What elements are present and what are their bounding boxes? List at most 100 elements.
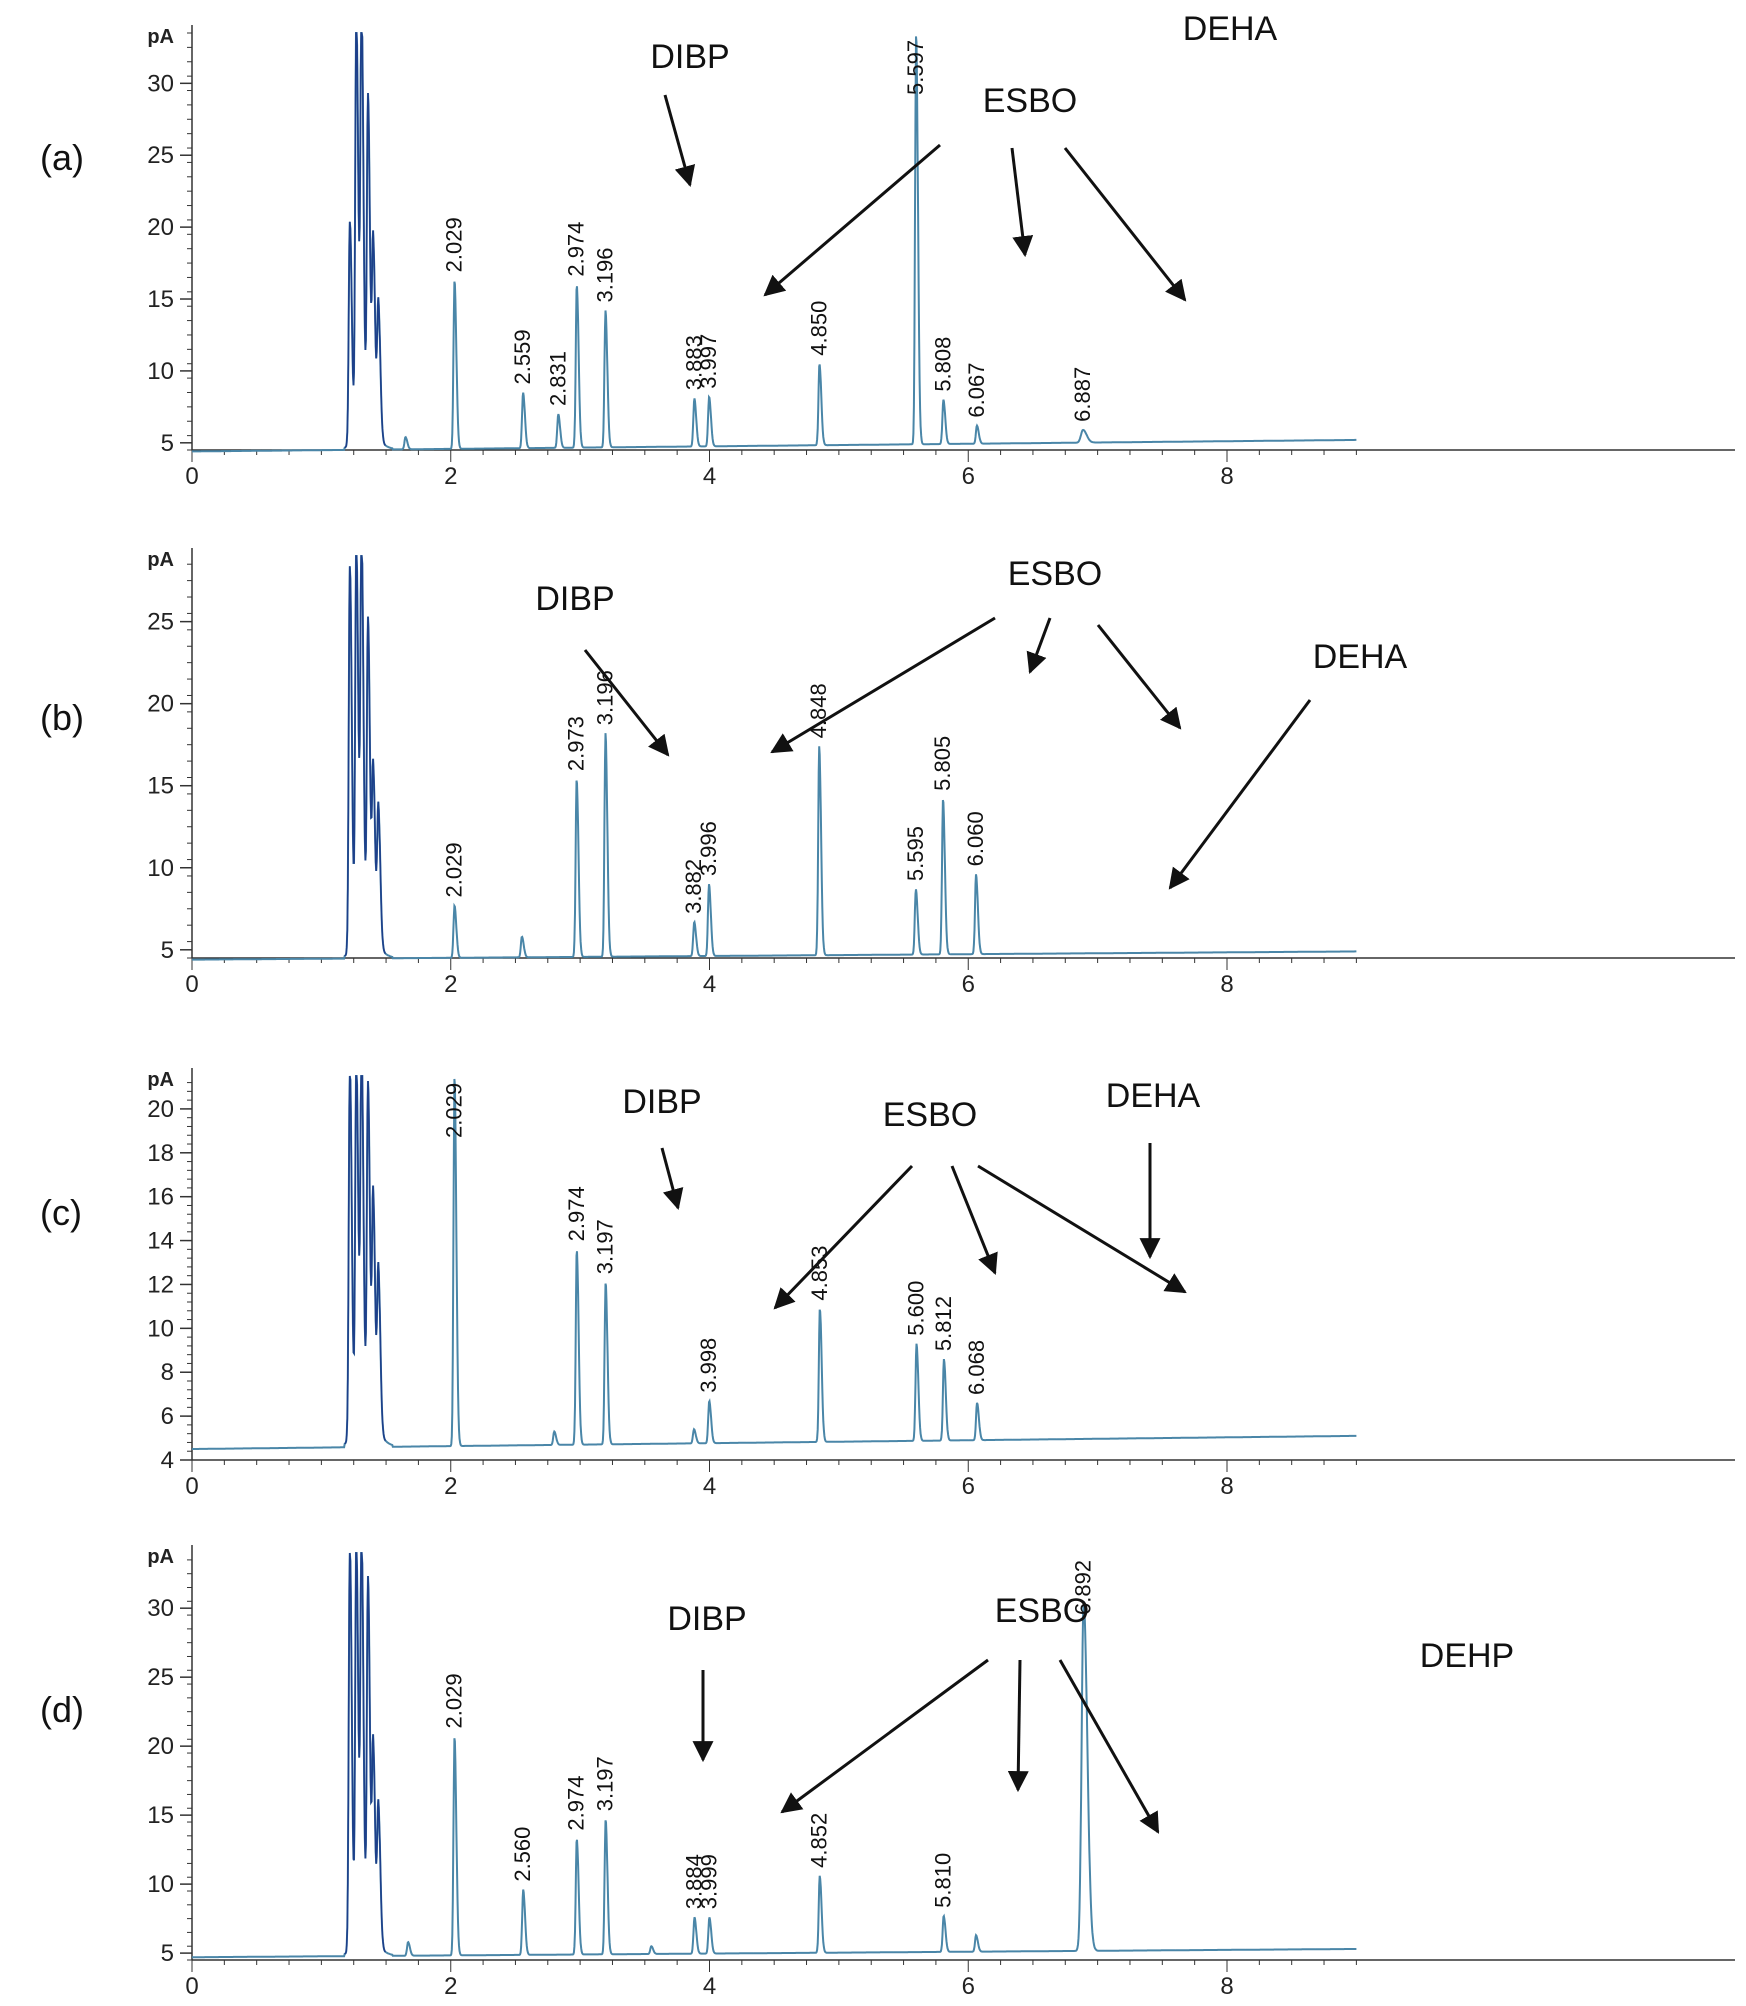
chromatogram-trace [192, 1075, 1357, 1450]
peak-rt-label: 6.068 [964, 1340, 989, 1395]
compound-label-esbo: ESBO [883, 1096, 977, 1134]
compound-label-dibp: DIBP [535, 580, 614, 618]
compound-label-esbo: ESBO [983, 82, 1077, 120]
chromatogram-trace [192, 32, 1357, 453]
peak-rt-label: 3.999 [696, 1854, 721, 1909]
annotation-arrow [1007, 1659, 1029, 1793]
y-tick-label: 30 [147, 70, 174, 97]
compound-label-esbo: ESBO [1008, 555, 1102, 593]
y-tick-label: 12 [147, 1271, 174, 1298]
compound-label-dibp: DIBP [650, 38, 729, 76]
panel-label: (d) [40, 1689, 84, 1730]
chromatogram-trace [192, 555, 1357, 961]
peak-rt-label: 2.029 [442, 1673, 467, 1728]
peak-rt-label: 2.560 [510, 1827, 535, 1882]
y-tick-label: 10 [147, 1871, 174, 1898]
y-axis-label: pA [147, 1546, 174, 1568]
y-tick-label: 16 [147, 1184, 174, 1211]
annotation-arrow [770, 616, 996, 754]
y-tick-label: 6 [161, 1403, 174, 1430]
peak-rt-label: 6.887 [1070, 367, 1095, 422]
y-tick-label: 15 [147, 1802, 174, 1829]
y-tick-label: 10 [147, 855, 174, 882]
panel-label: (c) [40, 1192, 82, 1233]
panel-d: (d) 5 10 15 20 25 30 pA 0 2 4 6 8 2.029 2.560 2.974 3.19… [40, 1545, 1735, 2000]
peak-rt-label: 3.882 [681, 859, 706, 914]
panel-c: (c) 4 6 8 10 12 14 16 18 20 pA 0 2 4 6 8 2.029 2.9743.197… [40, 1068, 1735, 1500]
compound-label-deha: DEHA [1106, 1077, 1201, 1115]
y-tick-label: 5 [161, 937, 174, 964]
peak-rt-label: 6.060 [963, 811, 988, 866]
x-tick-label: 0 [185, 1973, 198, 2000]
annotation-arrow [583, 649, 670, 757]
peak-rt-label: 5.595 [903, 826, 928, 881]
y-tick-label: 25 [147, 142, 174, 169]
annotation-arrow [663, 94, 696, 188]
panel-label: (b) [40, 697, 84, 738]
peak-rt-label: 6.067 [964, 362, 989, 417]
compound-label-dibp: DIBP [667, 1600, 746, 1638]
x-tick-label: 8 [1220, 1973, 1233, 2000]
y-tick-label: 18 [147, 1140, 174, 1167]
y-tick-label: 20 [147, 1733, 174, 1760]
x-tick-label: 0 [185, 1473, 198, 1500]
peak-rt-label: 5.805 [930, 736, 955, 791]
annotation-arrow [660, 1147, 684, 1211]
peak-rt-label: 2.559 [510, 329, 535, 384]
y-tick-label: 20 [147, 214, 174, 241]
compound-label-esbo: ESBO [995, 1592, 1089, 1630]
x-tick-label: 6 [962, 463, 975, 490]
x-tick-label: 6 [962, 1973, 975, 2000]
solvent-peak-trace [344, 555, 387, 957]
chromatogram-trace [192, 1552, 1357, 1959]
peak-rt-label: 3.197 [593, 1219, 618, 1274]
peak-rt-label: 5.597 [903, 40, 928, 95]
y-tick-label: 15 [147, 286, 174, 313]
peak-rt-label: 3.997 [696, 334, 721, 389]
y-tick-label: 5 [161, 1940, 174, 1967]
annotation-arrow [1096, 624, 1182, 730]
y-tick-label: 20 [147, 1096, 174, 1123]
y-tick-label: 10 [147, 358, 174, 385]
peak-rt-label: 5.808 [930, 337, 955, 392]
annotation-arrow [1168, 699, 1312, 890]
y-axis-label: pA [147, 1069, 174, 1091]
peak-rt-label: 2.974 [564, 1186, 589, 1241]
peak-rt-label: 5.812 [931, 1296, 956, 1351]
peak-rt-label: 2.973 [564, 716, 589, 771]
compound-label-dibp: DIBP [622, 1083, 701, 1121]
compound-label-dehp: DEHP [1420, 1637, 1514, 1675]
peak-rt-label: 2.831 [545, 351, 570, 406]
x-tick-label: 0 [185, 971, 198, 998]
x-tick-label: 4 [703, 971, 716, 998]
peak-rt-label: 3.998 [696, 1338, 721, 1393]
x-tick-label: 2 [444, 1973, 457, 2000]
x-tick-label: 0 [185, 463, 198, 490]
x-tick-label: 4 [703, 1473, 716, 1500]
solvent-peak-trace [344, 1075, 387, 1445]
peak-rt-label: 3.883 [681, 335, 706, 390]
y-tick-label: 25 [147, 609, 174, 636]
peak-rt-label: 2.974 [564, 222, 589, 277]
peak-rt-label: 3.996 [696, 821, 721, 876]
peak-rt-label: 5.810 [931, 1853, 956, 1908]
y-tick-label: 14 [147, 1228, 174, 1255]
peak-rt-label: 4.852 [807, 1813, 832, 1868]
annotation-arrow [780, 1658, 989, 1814]
peak-rt-label: 2.974 [564, 1776, 589, 1831]
annotation-arrow [977, 1164, 1187, 1294]
y-tick-label: 4 [161, 1447, 174, 1474]
x-tick-label: 8 [1220, 463, 1233, 490]
y-tick-label: 20 [147, 691, 174, 718]
x-tick-label: 6 [962, 971, 975, 998]
solvent-peak-trace [344, 1552, 387, 1955]
peak-rt-label: 5.600 [904, 1281, 929, 1336]
y-axis-label: pA [147, 549, 174, 571]
y-tick-label: 25 [147, 1664, 174, 1691]
x-tick-label: 8 [1220, 971, 1233, 998]
annotation-arrow [763, 143, 941, 297]
solvent-peak-trace [344, 32, 387, 449]
annotation-arrow [773, 1164, 914, 1310]
